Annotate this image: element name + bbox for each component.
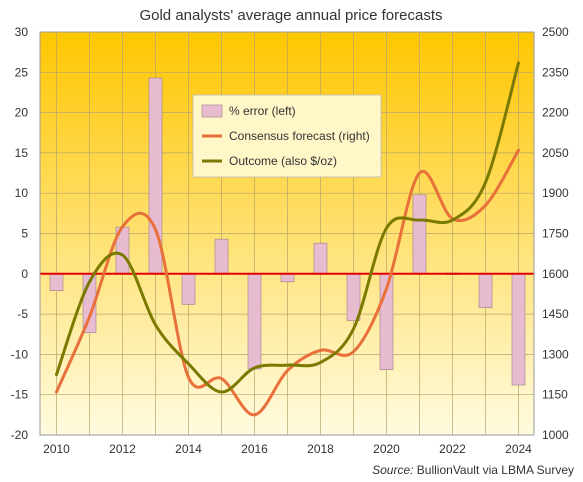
bar [49, 273, 64, 292]
x-tick-label: 2016 [241, 442, 268, 456]
legend-label: Outcome (also $/oz) [229, 154, 337, 168]
source-note: Source: BullionVault via LBMA Survey [372, 463, 574, 477]
x-tick-label: 2010 [43, 442, 70, 456]
right-tick-label: 2050 [542, 146, 569, 160]
right-axis-ticks: 1000 1150 1300 1450 1600 1750 1900 2050 2200 2350… [542, 25, 569, 442]
legend-box [192, 94, 382, 178]
x-tick-label: 2022 [439, 442, 466, 456]
right-tick-label: 1750 [542, 227, 569, 241]
lines [55, 61, 520, 417]
left-tick-label: -20 [11, 428, 29, 442]
right-tick-label: 1000 [542, 428, 569, 442]
legend-label: Consensus forecast (right) [229, 129, 370, 143]
legend-label: % error (left) [229, 104, 296, 118]
right-tick-label: 2500 [542, 25, 569, 39]
x-axis-ticks: 2010 2012 2014 2016 2018 2020 2022 2024 [43, 442, 532, 456]
left-tick-label: -5 [17, 307, 28, 321]
left-tick-label: 15 [15, 146, 29, 160]
left-axis-ticks: -20 -15 -10 -5 0 5 10 15 20 25 30 [11, 25, 29, 442]
left-tick-label: -10 [11, 347, 29, 361]
bar [280, 273, 295, 283]
left-tick-label: 10 [15, 186, 29, 200]
left-tick-label: 30 [15, 25, 29, 39]
left-tick-label: 25 [15, 65, 29, 79]
bar [511, 273, 526, 386]
source-label: Source: [372, 463, 413, 477]
bar [412, 194, 427, 275]
right-tick-label: 1600 [542, 267, 569, 281]
right-tick-label: 1450 [542, 307, 569, 321]
series-line [55, 148, 520, 417]
bar [478, 273, 493, 308]
left-tick-label: 5 [21, 227, 28, 241]
left-tick-label: 0 [21, 267, 28, 281]
legend: % error (left) Consensus forecast (right)… [192, 94, 382, 178]
bar [214, 238, 229, 275]
bar [247, 273, 262, 370]
right-tick-label: 1300 [542, 347, 569, 361]
series-line [55, 61, 520, 394]
legend-swatch [201, 104, 223, 118]
bar [313, 242, 328, 275]
bar [181, 273, 196, 305]
left-tick-label: 20 [15, 106, 29, 120]
source-text: BullionVault via LBMA Survey [417, 463, 574, 477]
x-tick-label: 2012 [109, 442, 136, 456]
plot-border [39, 31, 535, 436]
right-tick-label: 1900 [542, 186, 569, 200]
right-tick-label: 2200 [542, 106, 569, 120]
right-tick-label: 1150 [542, 388, 568, 402]
x-tick-label: 2014 [175, 442, 202, 456]
x-tick-label: 2024 [505, 442, 532, 456]
chart-title: Gold analysts' average annual price fore… [139, 7, 442, 24]
left-tick-label: -15 [11, 388, 29, 402]
right-tick-label: 2350 [542, 65, 569, 79]
x-tick-label: 2018 [307, 442, 334, 456]
x-tick-label: 2020 [373, 442, 400, 456]
